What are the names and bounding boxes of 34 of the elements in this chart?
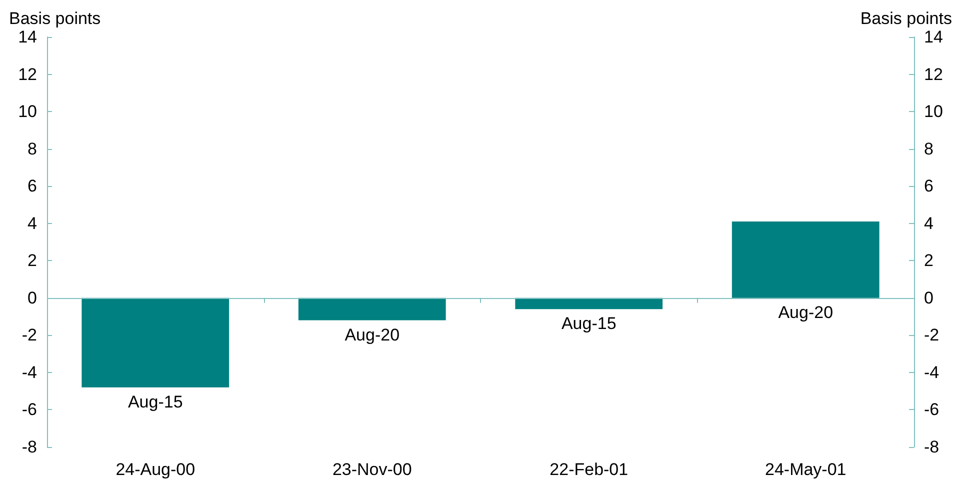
x-tick-label: 24-May-01 bbox=[764, 460, 846, 479]
y2-tick-label: 6 bbox=[924, 176, 934, 196]
annotation: Aug-15 bbox=[561, 314, 616, 334]
y2-tick-label: -8 bbox=[924, 438, 940, 456]
x-tick-label: 24-Aug-00 bbox=[116, 460, 196, 479]
y-tick-label: -4 bbox=[22, 362, 37, 382]
y2-axis-title: Basis points bbox=[860, 9, 952, 28]
y-tick-label: 6 bbox=[28, 176, 37, 196]
y2-tick-label: -4 bbox=[924, 362, 940, 382]
y2-tick-label: 2 bbox=[924, 251, 934, 270]
y2-tick-label: 4 bbox=[924, 214, 934, 233]
y-tick-label: 2 bbox=[28, 251, 37, 270]
y-tick-label: -8 bbox=[22, 438, 37, 456]
y-tick-label: 12 bbox=[18, 64, 37, 84]
y2-tick-label: 8 bbox=[924, 139, 934, 158]
y2-tick-label: 12 bbox=[924, 64, 943, 84]
annotation: Aug-15 bbox=[128, 392, 183, 412]
y-tick-label: 10 bbox=[18, 102, 37, 122]
y2-tick-label: 10 bbox=[924, 102, 943, 122]
annotation: Aug-20 bbox=[778, 302, 834, 322]
y-tick-label: 0 bbox=[28, 288, 37, 308]
y-axis-title: Basis points bbox=[9, 9, 101, 28]
y2-tick-label: -2 bbox=[924, 326, 940, 345]
y-tick-label: 14 bbox=[18, 28, 37, 46]
x-tick-label: 22-Feb-01 bbox=[550, 460, 628, 479]
y-tick-label: 8 bbox=[28, 139, 37, 158]
y2-tick-label: -6 bbox=[924, 400, 940, 420]
y2-tick-label: 14 bbox=[924, 28, 943, 46]
y-tick-label: -2 bbox=[22, 326, 37, 345]
y-tick-label: 4 bbox=[28, 214, 37, 233]
y2-tick-label: 0 bbox=[924, 288, 934, 308]
y-tick-label: -6 bbox=[22, 400, 37, 420]
annotation: Aug-20 bbox=[344, 325, 400, 344]
x-tick-label: 23-Nov-00 bbox=[332, 460, 412, 479]
